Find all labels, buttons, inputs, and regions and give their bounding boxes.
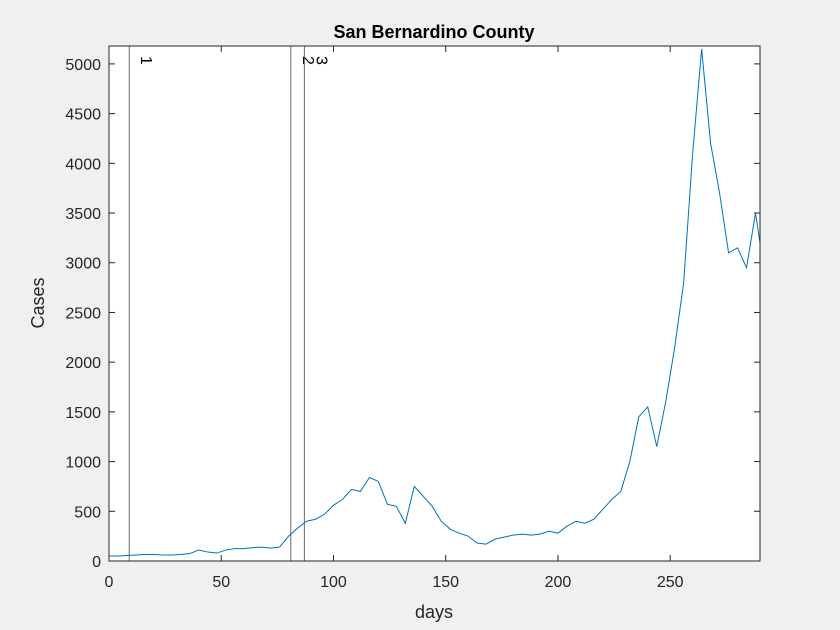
y-tick-label: 500: [74, 504, 101, 521]
axes-background: [109, 46, 760, 561]
y-tick-label: 1500: [65, 405, 101, 422]
y-tick-label: 0: [92, 554, 101, 571]
x-tick-label: 0: [105, 574, 114, 591]
series-line: [109, 48, 761, 557]
x-tick-label: 50: [212, 574, 230, 591]
y-axis-label: Cases: [28, 277, 48, 328]
axes-box: [108, 45, 761, 562]
y-tick-label: 4000: [65, 156, 101, 173]
x-tick-label: 100: [320, 574, 347, 591]
y-tick-label: 2500: [65, 305, 101, 322]
chart-title: San Bernardino County: [333, 22, 534, 42]
x-tick-label: 150: [432, 574, 459, 591]
y-tick-label: 5000: [65, 57, 101, 74]
x-axis-label: days: [415, 602, 453, 622]
x-tick-label: 250: [657, 574, 684, 591]
y-tick-label: 1000: [65, 455, 101, 472]
event-label: 2: [299, 56, 316, 65]
y-tick-label: 4500: [65, 107, 101, 124]
event-label: 1: [137, 56, 154, 65]
y-tick-label: 3500: [65, 206, 101, 223]
event-label: 3: [312, 56, 329, 65]
x-tick-label: 200: [545, 574, 572, 591]
y-tick-label: 2000: [65, 355, 101, 372]
y-tick-label: 3000: [65, 256, 101, 273]
